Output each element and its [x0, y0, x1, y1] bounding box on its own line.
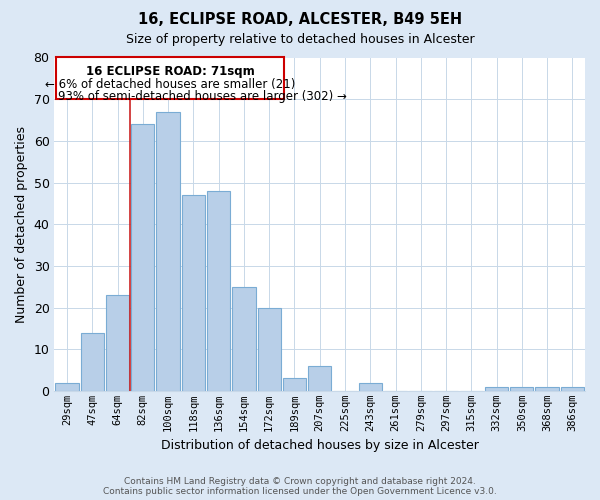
Bar — [308, 366, 331, 391]
Bar — [207, 191, 230, 391]
Text: ← 6% of detached houses are smaller (21): ← 6% of detached houses are smaller (21) — [45, 78, 295, 90]
X-axis label: Distribution of detached houses by size in Alcester: Distribution of detached houses by size … — [161, 440, 479, 452]
Bar — [359, 382, 382, 391]
Bar — [283, 378, 306, 391]
FancyBboxPatch shape — [56, 58, 284, 99]
Bar — [55, 382, 79, 391]
Bar — [485, 386, 508, 391]
Bar — [182, 195, 205, 391]
Y-axis label: Number of detached properties: Number of detached properties — [15, 126, 28, 322]
Bar — [80, 332, 104, 391]
Text: Size of property relative to detached houses in Alcester: Size of property relative to detached ho… — [125, 32, 475, 46]
Bar — [257, 308, 281, 391]
Bar — [106, 295, 129, 391]
Text: 16, ECLIPSE ROAD, ALCESTER, B49 5EH: 16, ECLIPSE ROAD, ALCESTER, B49 5EH — [138, 12, 462, 28]
Text: 16 ECLIPSE ROAD: 71sqm: 16 ECLIPSE ROAD: 71sqm — [86, 65, 254, 78]
Bar — [510, 386, 533, 391]
Text: Contains HM Land Registry data © Crown copyright and database right 2024.: Contains HM Land Registry data © Crown c… — [124, 477, 476, 486]
Bar — [131, 124, 154, 391]
Bar — [561, 386, 584, 391]
Text: Contains public sector information licensed under the Open Government Licence v3: Contains public sector information licen… — [103, 487, 497, 496]
Bar — [232, 286, 256, 391]
Bar — [535, 386, 559, 391]
Bar — [157, 112, 180, 391]
Text: 93% of semi-detached houses are larger (302) →: 93% of semi-detached houses are larger (… — [58, 90, 347, 103]
